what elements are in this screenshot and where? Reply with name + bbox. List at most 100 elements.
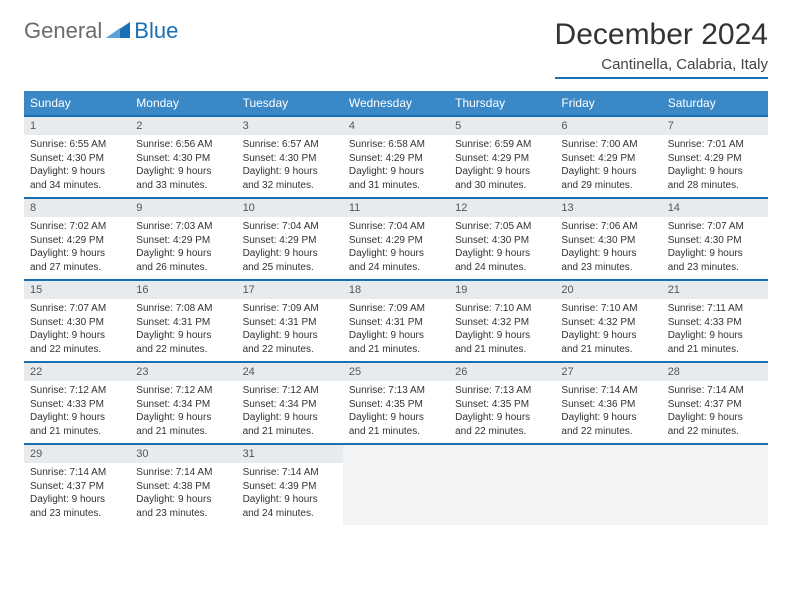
logo-triangle-icon: [106, 20, 130, 43]
sunset-line: Sunset: 4:34 PM: [136, 398, 230, 412]
calendar-cell: 11Sunrise: 7:04 AMSunset: 4:29 PMDayligh…: [343, 197, 449, 279]
day-number: 10: [237, 199, 343, 217]
day-number: 19: [449, 281, 555, 299]
daylight-line: Daylight: 9 hours and 24 minutes.: [349, 247, 443, 274]
day-number: 6: [555, 117, 661, 135]
daylight-line: Daylight: 9 hours and 21 minutes.: [30, 411, 124, 438]
month-title: December 2024: [555, 18, 768, 52]
calendar-cell: 21Sunrise: 7:11 AMSunset: 4:33 PMDayligh…: [662, 279, 768, 361]
day-details: Sunrise: 7:13 AMSunset: 4:35 PMDaylight:…: [449, 381, 555, 442]
sunrise-line: Sunrise: 7:04 AM: [349, 220, 443, 234]
day-details: Sunrise: 7:02 AMSunset: 4:29 PMDaylight:…: [24, 217, 130, 278]
calendar-cell: 31Sunrise: 7:14 AMSunset: 4:39 PMDayligh…: [237, 443, 343, 525]
day-cell: 12Sunrise: 7:05 AMSunset: 4:30 PMDayligh…: [449, 197, 555, 279]
day-cell: 24Sunrise: 7:12 AMSunset: 4:34 PMDayligh…: [237, 361, 343, 443]
calendar-cell: 9Sunrise: 7:03 AMSunset: 4:29 PMDaylight…: [130, 197, 236, 279]
sunset-line: Sunset: 4:30 PM: [30, 152, 124, 166]
empty-day: [343, 443, 449, 525]
calendar-cell: 30Sunrise: 7:14 AMSunset: 4:38 PMDayligh…: [130, 443, 236, 525]
calendar-cell: 12Sunrise: 7:05 AMSunset: 4:30 PMDayligh…: [449, 197, 555, 279]
day-number: 23: [130, 363, 236, 381]
calendar-cell: 15Sunrise: 7:07 AMSunset: 4:30 PMDayligh…: [24, 279, 130, 361]
day-cell: 17Sunrise: 7:09 AMSunset: 4:31 PMDayligh…: [237, 279, 343, 361]
sunrise-line: Sunrise: 6:59 AM: [455, 138, 549, 152]
day-details: Sunrise: 7:10 AMSunset: 4:32 PMDaylight:…: [555, 299, 661, 360]
sunset-line: Sunset: 4:30 PM: [455, 234, 549, 248]
day-number: 13: [555, 199, 661, 217]
daylight-line: Daylight: 9 hours and 24 minutes.: [455, 247, 549, 274]
day-cell: 28Sunrise: 7:14 AMSunset: 4:37 PMDayligh…: [662, 361, 768, 443]
day-details: Sunrise: 6:55 AMSunset: 4:30 PMDaylight:…: [24, 135, 130, 196]
sunset-line: Sunset: 4:34 PM: [243, 398, 337, 412]
day-details: Sunrise: 7:12 AMSunset: 4:34 PMDaylight:…: [130, 381, 236, 442]
day-number: 3: [237, 117, 343, 135]
day-details: Sunrise: 7:05 AMSunset: 4:30 PMDaylight:…: [449, 217, 555, 278]
calendar-cell: [662, 443, 768, 525]
sunset-line: Sunset: 4:32 PM: [455, 316, 549, 330]
sunrise-line: Sunrise: 7:04 AM: [243, 220, 337, 234]
day-cell: 18Sunrise: 7:09 AMSunset: 4:31 PMDayligh…: [343, 279, 449, 361]
calendar-cell: 2 Sunrise: 6:56 AMSunset: 4:30 PMDaylight…: [130, 115, 236, 197]
daylight-line: Daylight: 9 hours and 33 minutes.: [136, 165, 230, 192]
calendar-cell: [555, 443, 661, 525]
calendar-cell: 3Sunrise: 6:57 AMSunset: 4:30 PMDaylight…: [237, 115, 343, 197]
day-number: 5: [449, 117, 555, 135]
sunrise-line: Sunrise: 6:56 AM: [136, 138, 230, 152]
calendar-cell: [449, 443, 555, 525]
sunset-line: Sunset: 4:30 PM: [561, 234, 655, 248]
daylight-line: Daylight: 9 hours and 32 minutes.: [243, 165, 337, 192]
day-details: Sunrise: 7:01 AMSunset: 4:29 PMDaylight:…: [662, 135, 768, 196]
calendar-cell: 6Sunrise: 7:00 AMSunset: 4:29 PMDaylight…: [555, 115, 661, 197]
sunrise-line: Sunrise: 7:14 AM: [243, 466, 337, 480]
daylight-line: Daylight: 9 hours and 23 minutes.: [668, 247, 762, 274]
day-cell: 9Sunrise: 7:03 AMSunset: 4:29 PMDaylight…: [130, 197, 236, 279]
day-details: Sunrise: 7:06 AMSunset: 4:30 PMDaylight:…: [555, 217, 661, 278]
calendar-cell: 28Sunrise: 7:14 AMSunset: 4:37 PMDayligh…: [662, 361, 768, 443]
daylight-line: Daylight: 9 hours and 34 minutes.: [30, 165, 124, 192]
sunrise-line: Sunrise: 7:14 AM: [136, 466, 230, 480]
weekday-row: SundayMondayTuesdayWednesdayThursdayFrid…: [24, 91, 768, 115]
day-details: Sunrise: 7:07 AMSunset: 4:30 PMDaylight:…: [24, 299, 130, 360]
day-number: 11: [343, 199, 449, 217]
daylight-line: Daylight: 9 hours and 21 minutes.: [561, 329, 655, 356]
daylight-line: Daylight: 9 hours and 21 minutes.: [349, 329, 443, 356]
day-details: Sunrise: 7:14 AMSunset: 4:36 PMDaylight:…: [555, 381, 661, 442]
day-number: 29: [24, 445, 130, 463]
daylight-line: Daylight: 9 hours and 21 minutes.: [455, 329, 549, 356]
day-cell: 21Sunrise: 7:11 AMSunset: 4:33 PMDayligh…: [662, 279, 768, 361]
calendar-cell: 5Sunrise: 6:59 AMSunset: 4:29 PMDaylight…: [449, 115, 555, 197]
daylight-line: Daylight: 9 hours and 25 minutes.: [243, 247, 337, 274]
sunset-line: Sunset: 4:29 PM: [243, 234, 337, 248]
day-details: Sunrise: 7:14 AMSunset: 4:37 PMDaylight:…: [24, 463, 130, 524]
day-details: Sunrise: 7:10 AMSunset: 4:32 PMDaylight:…: [449, 299, 555, 360]
day-details: Sunrise: 7:14 AMSunset: 4:39 PMDaylight:…: [237, 463, 343, 524]
day-number: 17: [237, 281, 343, 299]
day-number: 25: [343, 363, 449, 381]
day-cell: 1Sunrise: 6:55 AMSunset: 4:30 PMDaylight…: [24, 115, 130, 197]
weekday-header: Thursday: [449, 91, 555, 115]
day-details: Sunrise: 7:12 AMSunset: 4:34 PMDaylight:…: [237, 381, 343, 442]
sunset-line: Sunset: 4:29 PM: [349, 152, 443, 166]
day-number: 24: [237, 363, 343, 381]
calendar-body: 1Sunrise: 6:55 AMSunset: 4:30 PMDaylight…: [24, 115, 768, 525]
day-number: 2: [130, 117, 236, 135]
sunset-line: Sunset: 4:30 PM: [668, 234, 762, 248]
calendar-cell: 1Sunrise: 6:55 AMSunset: 4:30 PMDaylight…: [24, 115, 130, 197]
sunset-line: Sunset: 4:35 PM: [349, 398, 443, 412]
daylight-line: Daylight: 9 hours and 22 minutes.: [136, 329, 230, 356]
sunset-line: Sunset: 4:30 PM: [136, 152, 230, 166]
daylight-line: Daylight: 9 hours and 22 minutes.: [243, 329, 337, 356]
sunrise-line: Sunrise: 7:00 AM: [561, 138, 655, 152]
calendar-cell: 13Sunrise: 7:06 AMSunset: 4:30 PMDayligh…: [555, 197, 661, 279]
sunset-line: Sunset: 4:37 PM: [30, 480, 124, 494]
day-cell: 15Sunrise: 7:07 AMSunset: 4:30 PMDayligh…: [24, 279, 130, 361]
sunset-line: Sunset: 4:38 PM: [136, 480, 230, 494]
day-cell: 26Sunrise: 7:13 AMSunset: 4:35 PMDayligh…: [449, 361, 555, 443]
day-details: Sunrise: 7:11 AMSunset: 4:33 PMDaylight:…: [662, 299, 768, 360]
calendar-cell: 7Sunrise: 7:01 AMSunset: 4:29 PMDaylight…: [662, 115, 768, 197]
day-number: 21: [662, 281, 768, 299]
day-details: Sunrise: 7:09 AMSunset: 4:31 PMDaylight:…: [343, 299, 449, 360]
sunset-line: Sunset: 4:31 PM: [349, 316, 443, 330]
weekday-header: Sunday: [24, 91, 130, 115]
day-details: Sunrise: 6:58 AMSunset: 4:29 PMDaylight:…: [343, 135, 449, 196]
